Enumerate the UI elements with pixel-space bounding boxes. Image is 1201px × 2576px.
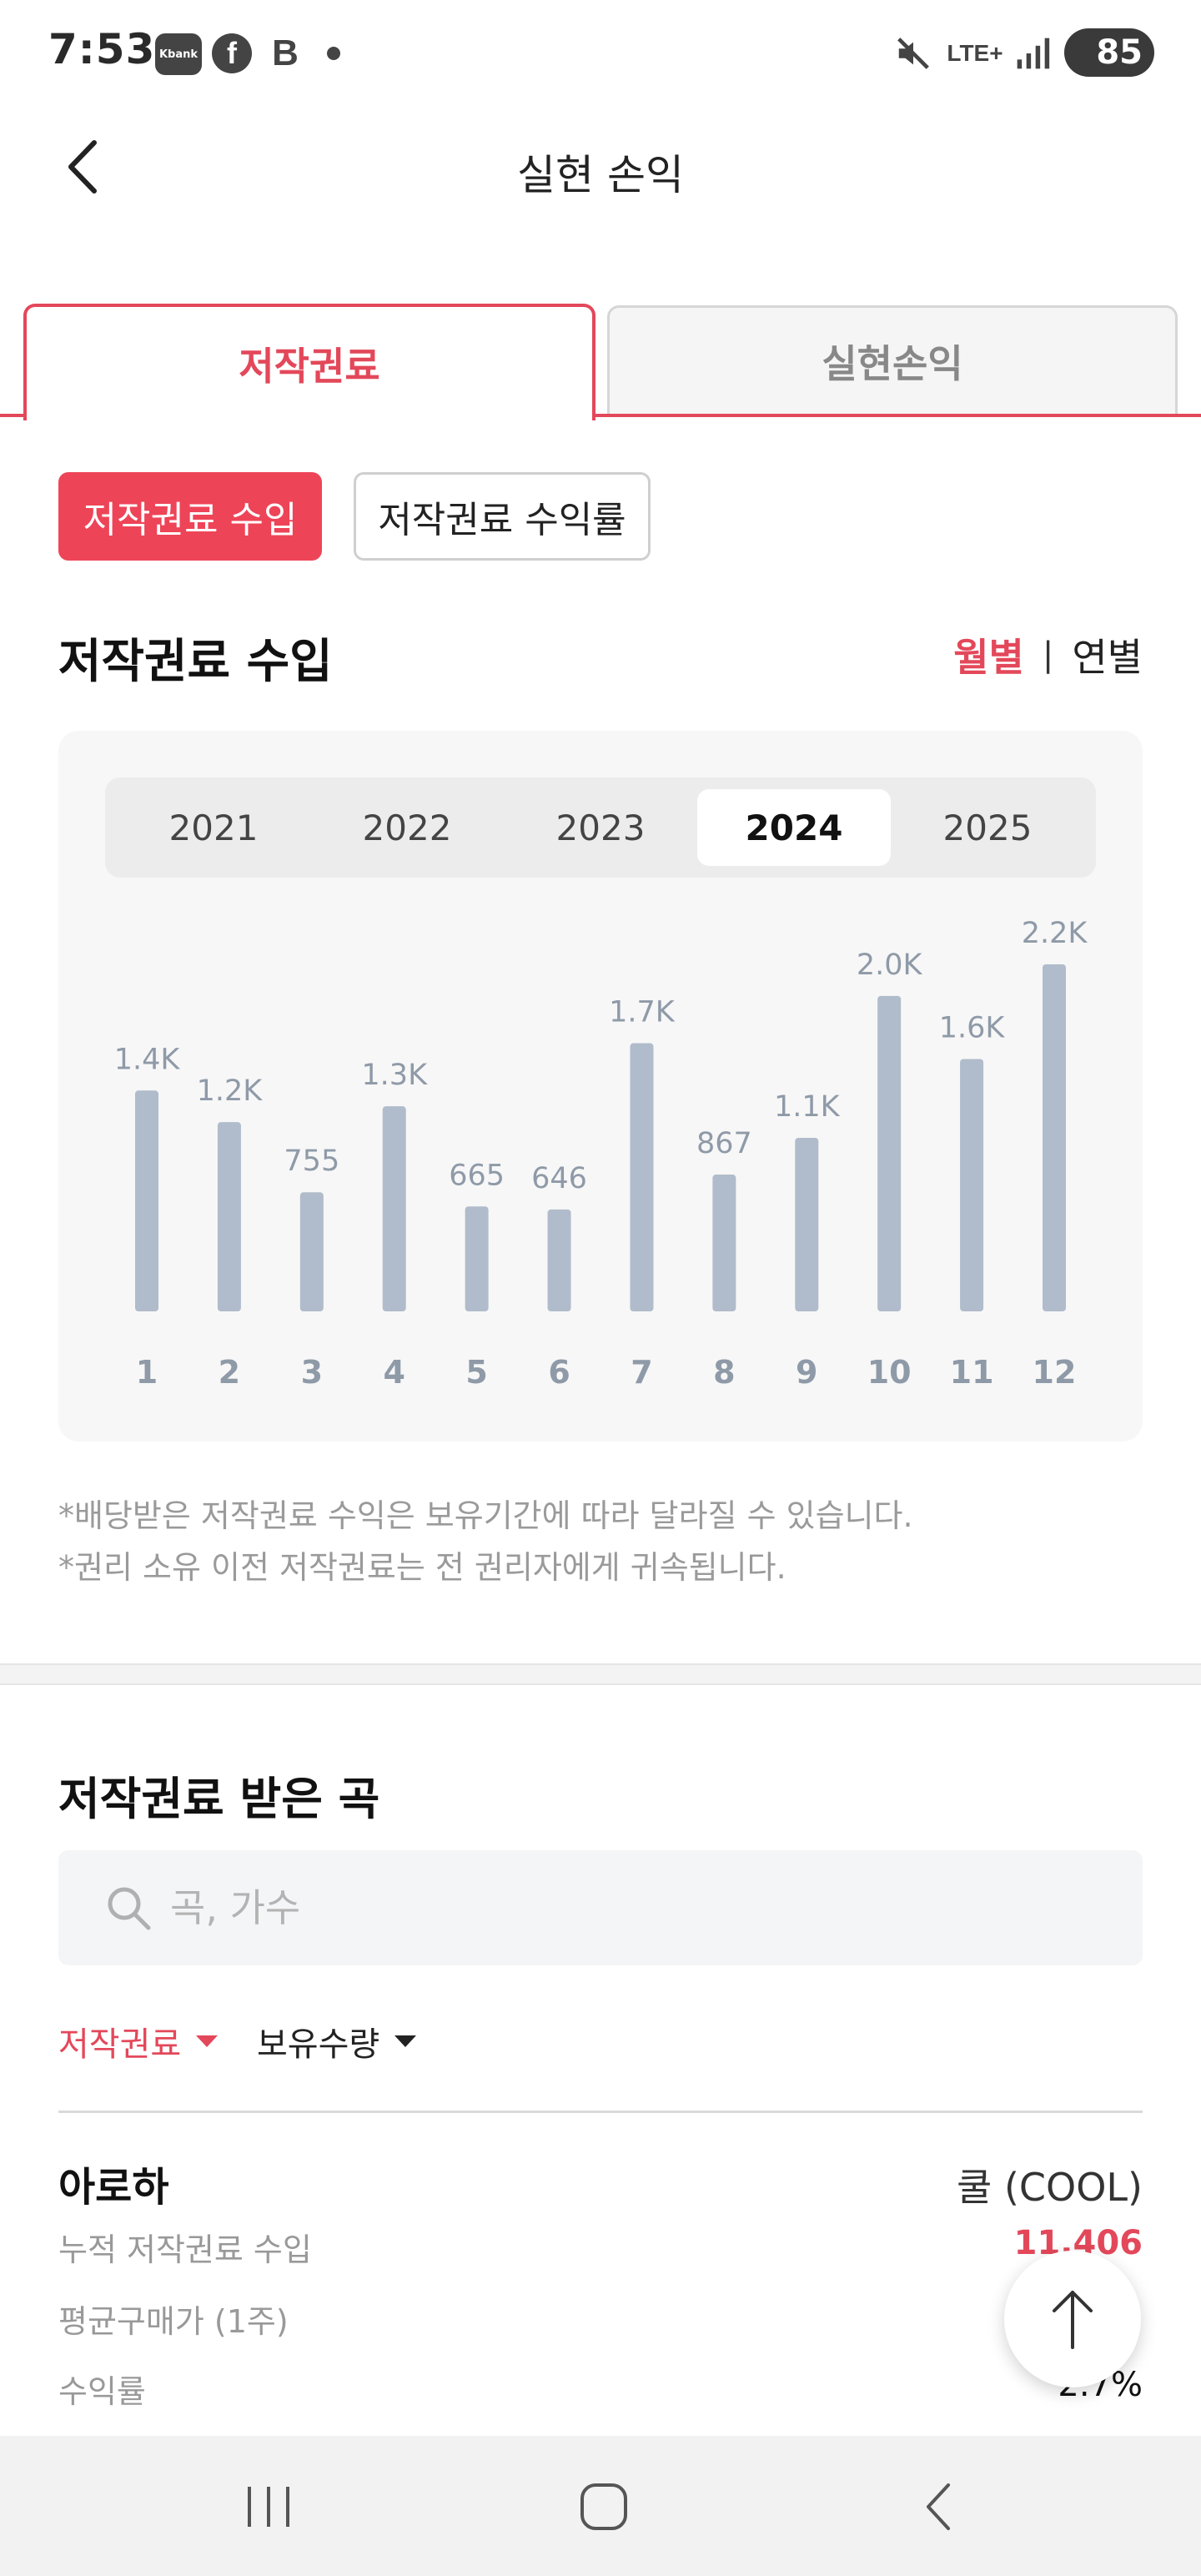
- x-tick-label: 4: [384, 1354, 405, 1391]
- x-tick-label: 8: [713, 1354, 735, 1391]
- bar-value-label: 1.2K: [197, 1074, 264, 1108]
- yield-label: 수익률: [58, 2373, 146, 2410]
- bar-month-3: [299, 1192, 324, 1311]
- chevron-left-icon: [68, 140, 97, 194]
- mute-icon: [892, 33, 934, 73]
- facebook-icon: f: [212, 33, 252, 73]
- bar-value-label: 2.2K: [1022, 917, 1088, 950]
- period-toggle: 월별 | 연별: [953, 627, 1143, 682]
- bar-month-9: [795, 1138, 819, 1311]
- back-icon: [927, 2483, 950, 2530]
- list-divider: [58, 2111, 1143, 2113]
- bar-value-label: 1.1K: [774, 1090, 841, 1124]
- dot-icon: [327, 47, 340, 60]
- x-tick-label: 11: [950, 1354, 994, 1391]
- song-title[interactable]: 아로하: [58, 2164, 169, 2211]
- year-tab-2025[interactable]: 2025: [942, 807, 1033, 848]
- home-button[interactable]: [554, 2469, 654, 2544]
- year-tab-2024[interactable]: 2024: [697, 789, 891, 866]
- home-icon: [580, 2483, 627, 2530]
- songs-section-title: 저작권료 받은 곡: [58, 1773, 380, 1825]
- income-section-title: 저작권료 수입: [58, 635, 333, 689]
- x-tick-label: 10: [867, 1354, 912, 1391]
- x-tick-label: 5: [465, 1354, 487, 1391]
- bar-month-2: [217, 1122, 241, 1311]
- bar-value-label: 646: [531, 1162, 587, 1195]
- bar-month-12: [1043, 964, 1066, 1311]
- filter-quantity-dropdown[interactable]: 보유수량: [257, 2017, 417, 2065]
- search-box[interactable]: [58, 1850, 1143, 1965]
- x-tick-label: 12: [1033, 1354, 1077, 1391]
- footnote-1: *배당받은 저작권료 수익은 보유기간에 따라 달라질 수 있습니다.: [58, 1497, 913, 1534]
- x-tick-label: 7: [631, 1354, 652, 1391]
- recent-apps-icon: [248, 2487, 289, 2527]
- avg-price-label: 평균구매가 (1주): [58, 2303, 289, 2340]
- section-divider: [0, 1663, 1201, 1685]
- x-tick-label: 1: [136, 1354, 158, 1391]
- year-tabs: 2021 2022 2023 2024 2025: [105, 777, 1096, 878]
- tab-underline: [0, 414, 1201, 417]
- bar-value-label: 867: [696, 1127, 752, 1160]
- bar-month-1: [135, 1090, 158, 1311]
- bar-month-10: [877, 995, 902, 1311]
- bar-value-label: 755: [284, 1145, 339, 1178]
- search-icon: [108, 1887, 151, 1930]
- kbank-icon: Kbank: [155, 33, 202, 75]
- battery-level: 85: [1096, 33, 1143, 72]
- bar-value-label: 1.3K: [361, 1059, 428, 1092]
- main-tabs: 저작권료 실현손익: [0, 304, 1201, 420]
- x-tick-label: 2: [219, 1354, 240, 1391]
- status-bar: 7:53 Kbank f B LTE+ 85: [0, 0, 1201, 107]
- bar-value-label: 1.7K: [609, 996, 676, 1029]
- footnote-2: *권리 소유 이전 저작권료는 전 권리자에게 귀속됩니다.: [58, 1549, 786, 1586]
- back-button[interactable]: [50, 133, 117, 200]
- header: 실현 손익: [0, 125, 1201, 209]
- bar-value-label: 1.6K: [939, 1011, 1006, 1044]
- bar-value-label: 2.0K: [857, 948, 923, 982]
- caret-down-icon: [196, 2035, 219, 2047]
- bar-month-5: [465, 1206, 489, 1311]
- year-tab-2023[interactable]: 2023: [555, 807, 646, 848]
- period-monthly[interactable]: 월별: [953, 635, 1024, 680]
- battery-icon: 85: [1064, 28, 1154, 77]
- chip-royalty-yield[interactable]: 저작권료 수익률: [354, 472, 651, 561]
- bar-month-7: [630, 1043, 654, 1311]
- chip-royalty-income[interactable]: 저작권료 수입: [58, 472, 322, 561]
- filter-royalty-dropdown[interactable]: 저작권료: [58, 2017, 219, 2065]
- bar-month-11: [960, 1059, 984, 1311]
- signal-icon: [1013, 33, 1053, 73]
- caret-down-icon: [394, 2035, 417, 2047]
- system-nav-bar: [0, 2436, 1201, 2576]
- lte-icon: LTE+: [947, 40, 1003, 66]
- arrow-up-icon: [1053, 2291, 1093, 2349]
- bar-month-8: [712, 1175, 736, 1311]
- bar-month-6: [547, 1209, 571, 1311]
- x-tick-label: 9: [796, 1354, 817, 1391]
- nav-back-button[interactable]: [889, 2469, 989, 2544]
- song-artist: 쿨 (COOL): [957, 2165, 1143, 2210]
- bar-value-label: 1.4K: [114, 1043, 181, 1076]
- chart-card: 1.4K 1 1.2K 2 755 3 1.3K 4 665 5 646 6 1.7K 7 867 8 1.1K…: [58, 731, 1143, 1441]
- year-tab-2022[interactable]: 2022: [362, 807, 452, 848]
- filter-royalty-label: 저작권료: [58, 2025, 182, 2064]
- year-tab-2021[interactable]: 2021: [168, 807, 259, 848]
- period-separator: |: [1042, 636, 1054, 674]
- tab-royalty[interactable]: 저작권료: [23, 304, 595, 420]
- x-tick-label: 3: [301, 1354, 323, 1391]
- page-title: 실현 손익: [517, 151, 684, 199]
- bar-value-label: 665: [449, 1159, 505, 1192]
- tab-realized-pnl[interactable]: 실현손익: [607, 305, 1178, 414]
- search-input[interactable]: [170, 1885, 1004, 1930]
- bar-month-4: [382, 1106, 406, 1311]
- x-tick-label: 6: [548, 1354, 570, 1391]
- recent-apps-button[interactable]: [219, 2469, 319, 2544]
- filter-quantity-label: 보유수량: [257, 2025, 380, 2064]
- status-time: 7:53: [48, 25, 156, 73]
- income-bar-chart: 1.4K 1 1.2K 2 755 3 1.3K 4 665 5 646 6 1.7K 7 867 8 1.1K…: [114, 917, 1088, 1391]
- blog-icon: B: [272, 33, 299, 73]
- period-yearly[interactable]: 연별: [1072, 635, 1143, 680]
- cumulative-income-label: 누적 저작권료 수입: [58, 2231, 312, 2268]
- scroll-to-top-button[interactable]: [1004, 2251, 1141, 2387]
